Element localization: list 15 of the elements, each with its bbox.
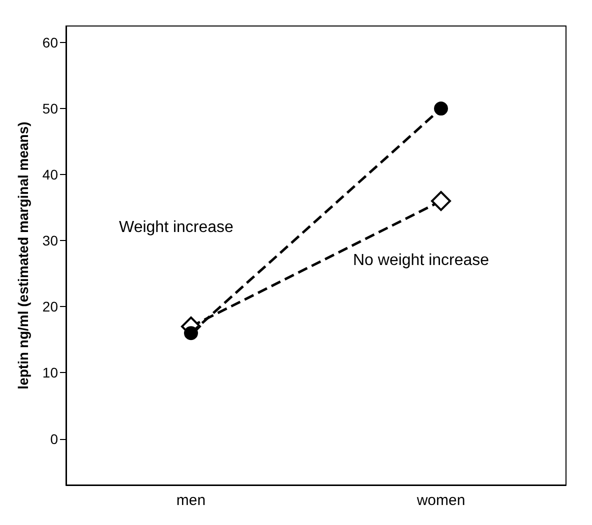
point xyxy=(431,191,451,212)
y-axis-title: leptin ng/ml (estimated marginal means) xyxy=(15,122,31,390)
series-label: No weight increase xyxy=(353,252,490,269)
y-tick-label: 0 xyxy=(50,430,58,447)
y-tick-label: 50 xyxy=(42,100,58,117)
point xyxy=(434,102,448,116)
y-tick-label: 20 xyxy=(42,298,58,315)
y-tick-label: 30 xyxy=(42,232,58,249)
x-tick-label: men xyxy=(176,492,206,509)
y-tick-label: 40 xyxy=(42,166,58,183)
text: Weight increase xyxy=(119,218,234,236)
y-tick-label: 60 xyxy=(42,34,58,51)
y-tick-label: 10 xyxy=(42,364,58,381)
x-tick-label: women xyxy=(416,492,466,509)
point xyxy=(184,326,198,340)
